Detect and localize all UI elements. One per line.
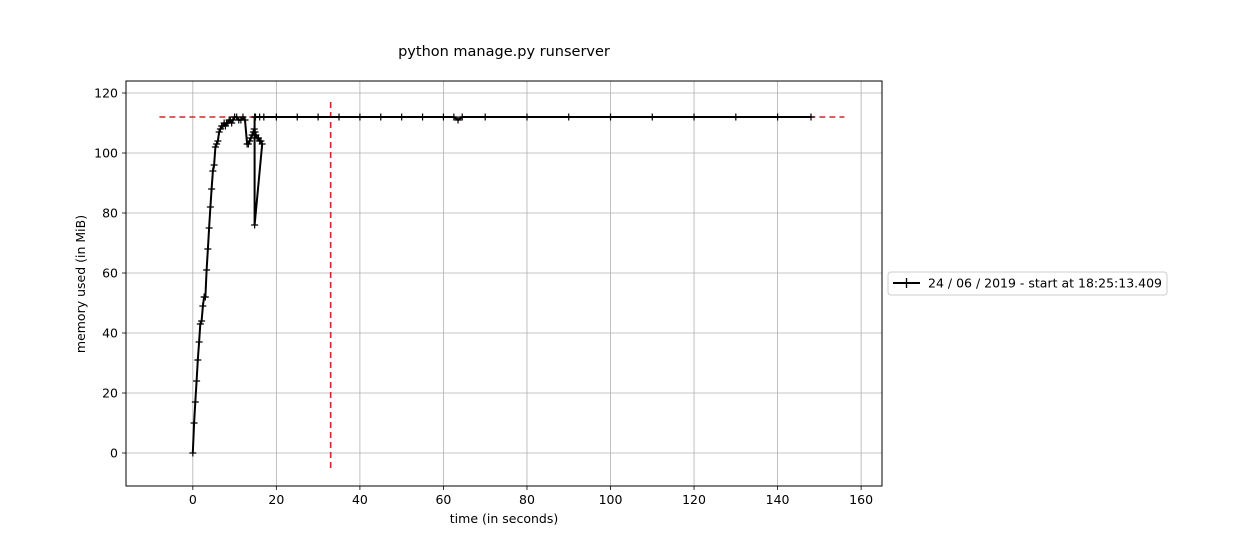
y-tick-label: 100 [94, 146, 118, 161]
x-tick-label: 140 [766, 492, 790, 507]
data-point [194, 356, 202, 364]
x-tick-label: 60 [435, 492, 451, 507]
data-point [244, 140, 252, 148]
y-axis-label: memory used (in MiB) [73, 215, 88, 353]
data-point [314, 113, 322, 121]
chart-title: python manage.py runserver [398, 44, 610, 60]
y-tick-label: 20 [102, 386, 118, 401]
y-tick-label: 80 [102, 206, 118, 221]
data-point [203, 266, 211, 274]
data-point [648, 113, 656, 121]
data-point [211, 143, 219, 151]
x-tick-label: 120 [682, 492, 706, 507]
y-tick-label: 0 [110, 446, 118, 461]
data-point [258, 140, 266, 148]
data-point [774, 113, 782, 121]
data-point [191, 398, 199, 406]
data-point [205, 224, 213, 232]
data-point [189, 449, 197, 457]
grid [126, 81, 882, 486]
y-tick-label: 120 [94, 86, 118, 101]
x-tick-label: 80 [519, 492, 535, 507]
data-point [228, 119, 236, 127]
data-point [356, 113, 364, 121]
data-point [241, 116, 249, 124]
data-point [251, 128, 259, 136]
data-point [199, 302, 207, 310]
data-point [215, 128, 223, 136]
x-tick-label: 160 [849, 492, 873, 507]
legend-entry-label: 24 / 06 / 2019 - start at 18:25:13.409 [928, 276, 1162, 291]
data-point [607, 113, 615, 121]
data-point [272, 113, 280, 121]
data-point [229, 116, 237, 124]
data-point [454, 116, 462, 124]
data-point [209, 167, 217, 175]
data-point [257, 137, 265, 145]
data-point [196, 320, 204, 328]
data-point [214, 137, 222, 145]
data-point [208, 185, 216, 193]
y-tick-label: 60 [102, 266, 118, 281]
data-point [523, 113, 531, 121]
data-point [251, 221, 259, 229]
data-point [807, 113, 815, 121]
x-tick-label: 20 [268, 492, 284, 507]
data-point [419, 113, 427, 121]
x-axis-label: time (in seconds) [450, 511, 558, 526]
tick-layer: 0 20 40 60 80 100 120 140 160 0 20 40 60 80 100 120 [94, 86, 873, 508]
data-point [210, 161, 218, 169]
data-point [201, 293, 209, 301]
data-point [377, 113, 385, 121]
x-tick-label: 100 [599, 492, 623, 507]
data-point [439, 113, 447, 121]
data-point [190, 419, 198, 427]
data-point [195, 338, 203, 346]
data-point [458, 113, 466, 121]
data-point [690, 113, 698, 121]
y-tick-label: 40 [102, 326, 118, 341]
data-point [481, 113, 489, 121]
data-point [398, 113, 406, 121]
data-point [206, 203, 214, 211]
x-tick-label: 40 [352, 492, 368, 507]
legend-box [887, 271, 1168, 296]
data-point [732, 113, 740, 121]
x-tick-label: 0 [189, 492, 197, 507]
data-point [247, 134, 255, 142]
data-point [246, 137, 254, 145]
plot-frame [125, 80, 883, 487]
data-point [565, 113, 573, 121]
data-point [213, 140, 221, 148]
data-point [293, 113, 301, 121]
legend-plus-marker [901, 278, 912, 288]
data-point [198, 317, 206, 325]
series-layer [189, 113, 815, 457]
legend: 24 / 06 / 2019 - start at 18:25:13.409 [887, 271, 1168, 296]
data-point [260, 113, 268, 121]
data-point [193, 377, 201, 385]
data-point [450, 113, 458, 121]
data-point [335, 113, 343, 121]
data-point [204, 245, 212, 253]
data-point [250, 125, 258, 133]
